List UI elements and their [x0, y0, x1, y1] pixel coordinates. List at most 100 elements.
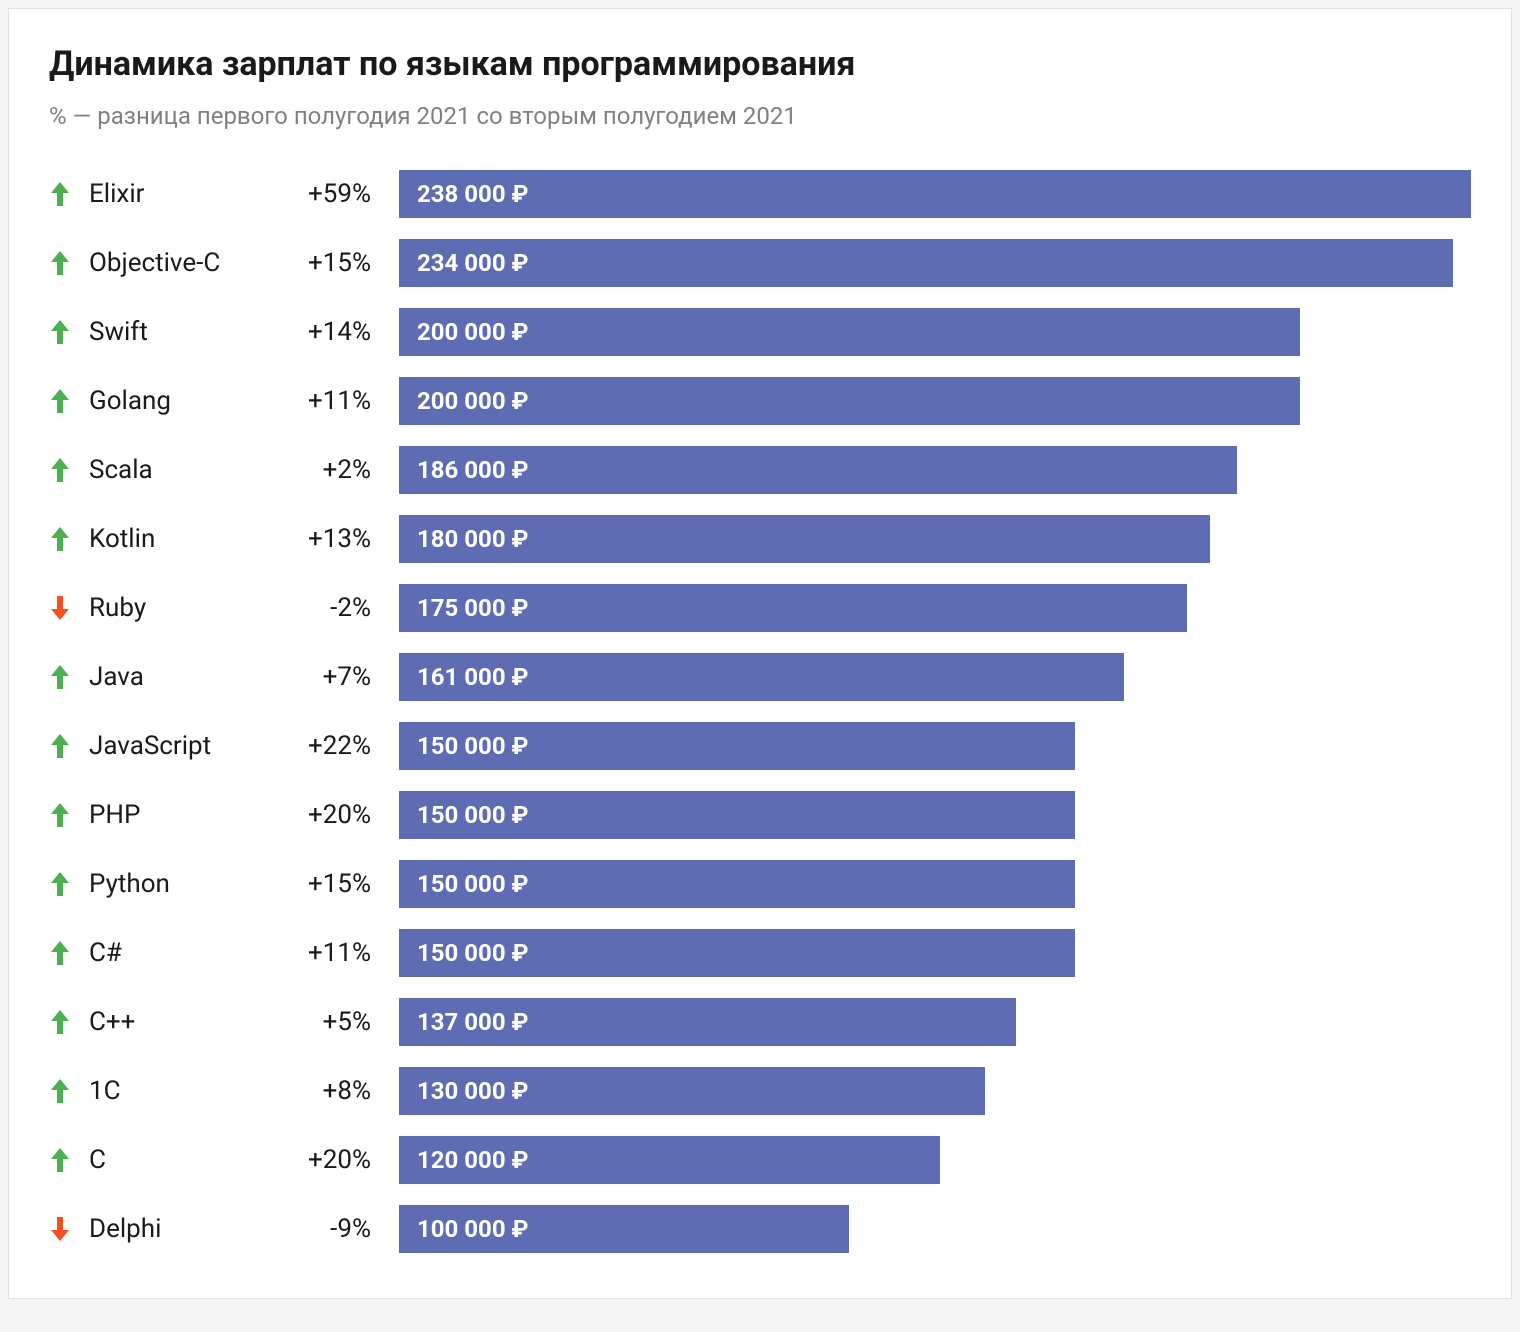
row-percent-change: +22% — [289, 731, 399, 761]
row-language-label: Elixir — [89, 179, 289, 209]
row-percent-change: +14% — [289, 317, 399, 347]
bar-value-label: 161 000 ₽ — [417, 663, 528, 691]
row-percent-change: +11% — [289, 938, 399, 968]
row-percent-change: +15% — [289, 869, 399, 899]
bar-track: 234 000 ₽ — [399, 239, 1471, 287]
bar-value-label: 150 000 ₽ — [417, 801, 528, 829]
row-language-label: Python — [89, 869, 289, 899]
bar-track: 200 000 ₽ — [399, 377, 1471, 425]
bar-fill: 120 000 ₽ — [399, 1136, 940, 1184]
arrow-up-icon — [49, 318, 89, 346]
chart-title: Динамика зарплат по языкам программирова… — [49, 44, 1471, 84]
bar-fill: 175 000 ₽ — [399, 584, 1187, 632]
chart-row: Java+7%161 000 ₽ — [49, 653, 1471, 701]
chart-row: JavaScript+22% 150 000 ₽ — [49, 722, 1471, 770]
bar-value-label: 150 000 ₽ — [417, 870, 528, 898]
row-percent-change: +13% — [289, 524, 399, 554]
bar-fill: 200 000 ₽ — [399, 377, 1300, 425]
bar-value-label: 238 000 ₽ — [417, 180, 528, 208]
bar-fill: 238 000 ₽ — [399, 170, 1471, 218]
row-percent-change: +2% — [289, 455, 399, 485]
bar-fill: 150 000 ₽ — [399, 791, 1075, 839]
row-language-label: Scala — [89, 455, 289, 485]
chart-row: Python+15% 150 000 ₽ — [49, 860, 1471, 908]
row-percent-change: +11% — [289, 386, 399, 416]
chart-subtitle: % — разница первого полугодия 2021 со вт… — [49, 102, 1471, 130]
chart-row: Swift+14%200 000 ₽ — [49, 308, 1471, 356]
bar-value-label: 175 000 ₽ — [417, 594, 528, 622]
chart-row: C#+11% 150 000 ₽ — [49, 929, 1471, 977]
row-percent-change: +15% — [289, 248, 399, 278]
arrow-up-icon — [49, 525, 89, 553]
row-percent-change: +7% — [289, 662, 399, 692]
bar-value-label: 234 000 ₽ — [417, 249, 528, 277]
bar-track: 186 000 ₽ — [399, 446, 1471, 494]
bar-track: 200 000 ₽ — [399, 308, 1471, 356]
bar-track: 175 000 ₽ — [399, 584, 1471, 632]
bar-track: 130 000 ₽ — [399, 1067, 1471, 1115]
chart-row: C+20% 120 000 ₽ — [49, 1136, 1471, 1184]
arrow-up-icon — [49, 1146, 89, 1174]
bar-value-label: 100 000 ₽ — [417, 1215, 528, 1243]
bar-track: 100 000 ₽ — [399, 1205, 1471, 1253]
row-language-label: JavaScript — [89, 731, 289, 761]
bar-value-label: 180 000 ₽ — [417, 525, 528, 553]
arrow-up-icon — [49, 387, 89, 415]
row-percent-change: +20% — [289, 800, 399, 830]
bar-fill: 200 000 ₽ — [399, 308, 1300, 356]
row-language-label: Objective-C — [89, 248, 289, 278]
bar-fill: 150 000 ₽ — [399, 722, 1075, 770]
row-language-label: Kotlin — [89, 524, 289, 554]
bar-fill: 186 000 ₽ — [399, 446, 1237, 494]
chart-row: C+++5%137 000 ₽ — [49, 998, 1471, 1046]
bar-fill: 137 000 ₽ — [399, 998, 1016, 1046]
arrow-up-icon — [49, 870, 89, 898]
arrow-up-icon — [49, 801, 89, 829]
bar-fill: 150 000 ₽ — [399, 929, 1075, 977]
arrow-up-icon — [49, 732, 89, 760]
bar-fill: 234 000 ₽ — [399, 239, 1453, 287]
chart-row: Golang+11% 200 000 ₽ — [49, 377, 1471, 425]
bar-fill: 100 000 ₽ — [399, 1205, 849, 1253]
row-percent-change: -2% — [289, 593, 399, 623]
row-language-label: C — [89, 1145, 289, 1175]
bar-fill: 180 000 ₽ — [399, 515, 1210, 563]
row-language-label: C# — [89, 938, 289, 968]
row-language-label: C++ — [89, 1007, 289, 1037]
chart-row: PHP+20%150 000 ₽ — [49, 791, 1471, 839]
bar-value-label: 130 000 ₽ — [417, 1077, 528, 1105]
bar-value-label: 200 000 ₽ — [417, 387, 528, 415]
bar-value-label: 186 000 ₽ — [417, 456, 528, 484]
bar-track: 238 000 ₽ — [399, 170, 1471, 218]
chart-row: Kotlin+13% 180 000 ₽ — [49, 515, 1471, 563]
bar-value-label: 150 000 ₽ — [417, 939, 528, 967]
row-percent-change: +20% — [289, 1145, 399, 1175]
arrow-up-icon — [49, 1077, 89, 1105]
arrow-down-icon — [49, 1215, 89, 1243]
chart-row: Delphi-9% 100 000 ₽ — [49, 1205, 1471, 1253]
row-language-label: Golang — [89, 386, 289, 416]
bar-value-label: 120 000 ₽ — [417, 1146, 528, 1174]
chart-row: Scala+2% 186 000 ₽ — [49, 446, 1471, 494]
bar-fill: 161 000 ₽ — [399, 653, 1124, 701]
bar-track: 137 000 ₽ — [399, 998, 1471, 1046]
bar-track: 150 000 ₽ — [399, 791, 1471, 839]
row-language-label: Ruby — [89, 593, 289, 623]
row-percent-change: +59% — [289, 179, 399, 209]
bar-track: 150 000 ₽ — [399, 860, 1471, 908]
bar-value-label: 150 000 ₽ — [417, 732, 528, 760]
chart-row: Elixir+59% 238 000 ₽ — [49, 170, 1471, 218]
row-percent-change: -9% — [289, 1214, 399, 1244]
chart-rows: Elixir+59%238 000 ₽Objective-C+15%234 00… — [49, 170, 1471, 1253]
row-language-label: Swift — [89, 317, 289, 347]
row-percent-change: +8% — [289, 1076, 399, 1106]
chart-row: Objective-C+15% 234 000 ₽ — [49, 239, 1471, 287]
chart-row: 1C+8%130 000 ₽ — [49, 1067, 1471, 1115]
bar-track: 161 000 ₽ — [399, 653, 1471, 701]
row-language-label: Delphi — [89, 1214, 289, 1244]
arrow-up-icon — [49, 1008, 89, 1036]
arrow-up-icon — [49, 939, 89, 967]
bar-track: 180 000 ₽ — [399, 515, 1471, 563]
arrow-up-icon — [49, 663, 89, 691]
bar-value-label: 137 000 ₽ — [417, 1008, 528, 1036]
